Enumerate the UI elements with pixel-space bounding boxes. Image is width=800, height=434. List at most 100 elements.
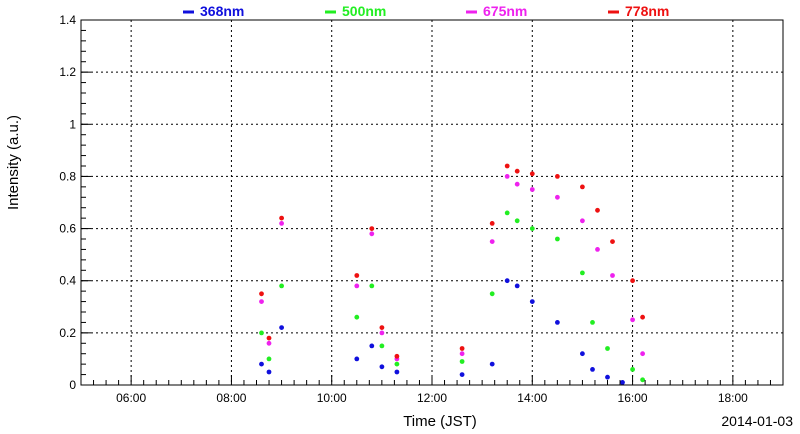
data-point — [580, 351, 585, 357]
data-point — [504, 163, 510, 169]
data-point — [489, 291, 495, 297]
x-axis-title: Time (JST) — [403, 413, 477, 430]
data-point — [259, 361, 264, 367]
data-point — [354, 314, 360, 320]
data-point — [394, 361, 400, 367]
data-point — [555, 174, 560, 179]
series-368nm — [259, 278, 625, 385]
data-point — [514, 181, 520, 187]
data-point — [640, 377, 645, 383]
data-point — [605, 374, 610, 380]
data-point — [459, 359, 465, 364]
data-point — [580, 218, 585, 224]
data-point — [555, 320, 560, 325]
data-point — [580, 270, 585, 276]
data-point — [640, 351, 645, 357]
data-point — [630, 367, 635, 372]
x-tick-label: 12:00 — [417, 391, 447, 405]
series-500nm — [259, 210, 645, 383]
data-point — [369, 283, 375, 289]
x-tick-label: 14:00 — [517, 391, 547, 405]
data-point — [489, 239, 495, 245]
y-tick-label: 1.2 — [59, 65, 76, 79]
legend-label: 368nm — [200, 3, 244, 19]
data-point — [369, 343, 375, 349]
data-point — [640, 314, 645, 320]
data-point — [379, 325, 385, 330]
data-point — [354, 273, 360, 278]
data-point — [529, 226, 535, 232]
series-778nm — [259, 163, 645, 359]
data-point — [266, 340, 272, 346]
data-point — [595, 207, 600, 213]
x-tick-label: 16:00 — [618, 391, 648, 405]
date-label: 2014-01-03 — [721, 413, 793, 429]
legend-label: 500nm — [342, 3, 386, 19]
y-tick-label: 0.8 — [59, 169, 76, 183]
data-point — [394, 369, 400, 375]
data-point — [259, 330, 264, 336]
axis-ticks: 06:00 08:00 10:00 12:00 14:00 16:00 18:00 0 0.2 0… — [59, 13, 784, 405]
data-point — [266, 335, 272, 341]
data-point — [529, 171, 535, 177]
x-tick-label: 06:00 — [116, 391, 146, 405]
data-point — [605, 346, 610, 351]
data-point — [610, 239, 615, 245]
y-tick-label: 0 — [69, 378, 76, 392]
data-point — [529, 187, 535, 192]
x-tick-label: 10:00 — [317, 391, 347, 405]
y-tick-label: 1 — [69, 117, 76, 131]
data-point — [514, 283, 520, 289]
data-point — [279, 325, 284, 330]
x-tick-label: 18:00 — [718, 391, 748, 405]
data-point — [620, 380, 625, 385]
data-point — [459, 372, 465, 377]
data-point — [595, 247, 600, 252]
data-point — [489, 221, 495, 226]
data-point — [369, 231, 375, 237]
data-point — [489, 361, 495, 367]
data-point — [379, 343, 385, 349]
data-point — [630, 278, 635, 284]
data-point — [379, 330, 385, 336]
legend: 368nm 500nm 675nm 778nm — [183, 3, 669, 19]
y-tick-label: 0.2 — [59, 326, 76, 340]
data-point — [379, 364, 385, 370]
y-tick-label: 1.4 — [59, 13, 76, 27]
grid — [81, 20, 783, 385]
legend-label: 675nm — [483, 3, 527, 19]
y-tick-label: 0.4 — [59, 274, 76, 288]
data-point — [555, 194, 560, 200]
y-axis-title: Intensity (a.u.) — [5, 115, 22, 210]
data-point — [459, 346, 465, 351]
data-point — [504, 174, 510, 179]
data-point — [514, 168, 520, 174]
x-tick-label: 08:00 — [216, 391, 246, 405]
data-point — [630, 317, 635, 323]
data-point — [354, 283, 360, 289]
data-point — [259, 291, 264, 297]
data-point — [369, 226, 375, 232]
data-points — [259, 163, 645, 385]
data-point — [514, 218, 520, 224]
series-675nm — [259, 174, 645, 362]
legend-label: 778nm — [625, 3, 669, 19]
data-point — [610, 273, 615, 278]
data-point — [394, 353, 400, 359]
data-point — [590, 320, 595, 325]
data-point — [266, 356, 272, 362]
data-point — [580, 184, 585, 190]
data-point — [555, 236, 560, 242]
data-point — [504, 210, 510, 216]
data-point — [279, 221, 284, 226]
data-point — [529, 299, 535, 304]
data-point — [259, 299, 264, 304]
data-point — [590, 367, 595, 372]
data-point — [459, 351, 465, 357]
data-point — [504, 278, 510, 284]
y-tick-label: 0.6 — [59, 222, 76, 236]
data-point — [279, 283, 284, 289]
data-point — [279, 215, 284, 221]
data-point — [266, 369, 272, 375]
